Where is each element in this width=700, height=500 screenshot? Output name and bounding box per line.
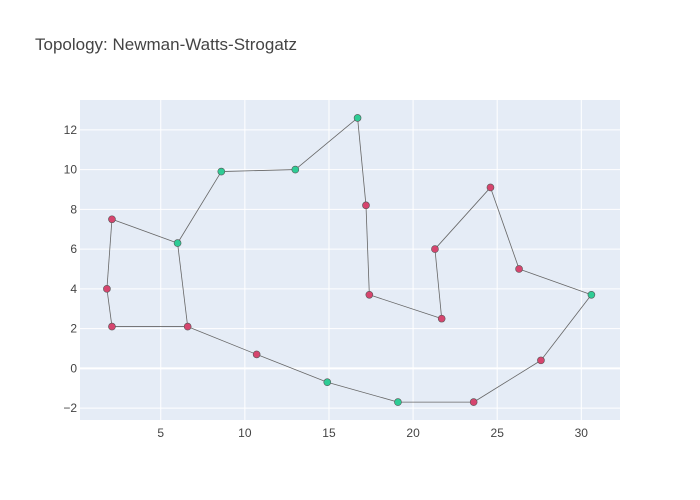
edge-line	[473, 360, 542, 403]
edge-line	[111, 218, 178, 244]
node-point[interactable]	[515, 265, 523, 273]
edge-line	[187, 326, 257, 355]
edge-line	[490, 187, 520, 270]
node-point[interactable]	[587, 290, 596, 299]
node-point[interactable]	[537, 356, 545, 365]
edge-line	[327, 381, 399, 403]
node-point[interactable]	[353, 114, 362, 122]
x-tick-label: 30	[575, 426, 589, 440]
x-tick-label: 20	[406, 426, 420, 440]
edge-line	[357, 117, 367, 206]
edge-line	[177, 243, 189, 327]
edge-line	[256, 354, 328, 383]
node-point[interactable]	[103, 285, 111, 293]
y-tick-label: 0	[70, 361, 77, 375]
node-point[interactable]	[217, 167, 226, 176]
x-tick-label: 10	[238, 426, 252, 440]
y-tick-label: 4	[70, 282, 77, 296]
grid-lines	[80, 100, 620, 420]
edge-line	[106, 288, 113, 327]
edges	[106, 117, 592, 403]
edge-line	[177, 171, 222, 244]
node-point[interactable]	[469, 398, 478, 406]
node-point[interactable]	[431, 245, 439, 253]
plot-area	[80, 100, 620, 420]
node-point[interactable]	[183, 322, 192, 331]
x-tick-label: 25	[491, 426, 505, 440]
node-point[interactable]	[437, 314, 446, 323]
node-point[interactable]	[108, 322, 116, 331]
node-point[interactable]	[173, 239, 182, 247]
edge-line	[365, 205, 370, 295]
edge-line	[434, 249, 443, 319]
y-tick-label: 8	[70, 202, 77, 216]
y-tick-label: 2	[70, 322, 77, 336]
edge-line	[369, 294, 442, 320]
y-tick-label: 10	[64, 163, 78, 177]
edge-line	[221, 169, 296, 172]
y-tick-label: 6	[70, 242, 77, 256]
node-point[interactable]	[486, 183, 495, 192]
node-point[interactable]	[365, 290, 374, 299]
node-point[interactable]	[108, 215, 116, 224]
y-axis-ticks: −2 0 2 4 6 8 10 12	[63, 123, 77, 415]
x-tick-label: 5	[157, 426, 164, 440]
y-tick-label: −2	[63, 401, 77, 415]
node-point[interactable]	[323, 378, 332, 387]
edge-line	[434, 187, 491, 250]
edge-line	[540, 294, 592, 361]
node-point[interactable]	[362, 201, 370, 210]
node-point[interactable]	[291, 165, 300, 174]
edge-line	[106, 219, 113, 289]
nodes	[103, 114, 596, 406]
edge-line	[518, 268, 592, 296]
node-point[interactable]	[394, 398, 402, 406]
x-axis-ticks: 5 10 15 20 25 30	[157, 426, 588, 440]
node-point[interactable]	[252, 350, 261, 359]
edge-line	[295, 117, 358, 170]
chart-title: Topology: Newman-Watts-Strogatz	[35, 35, 297, 54]
y-tick-label: 12	[64, 123, 78, 137]
x-tick-label: 15	[322, 426, 336, 440]
